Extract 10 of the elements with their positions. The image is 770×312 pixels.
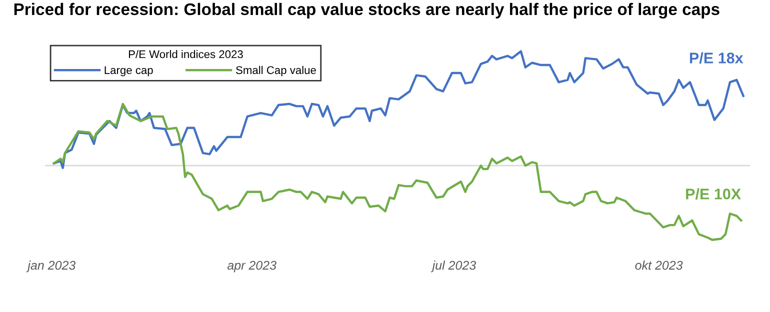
legend-title: P/E World indices 2023 [128, 50, 243, 58]
annotation: P/E 18x [690, 52, 744, 64]
legend-label: Small Cap value [236, 66, 316, 76]
x-tick-label: okt 2023 [635, 260, 683, 270]
x-tick-label: jan 2023 [26, 260, 76, 272]
x-tick-label: apr 2023 [227, 260, 276, 272]
legend-label: Large cap [104, 66, 153, 76]
chart-title: Priced for recession: Global small cap value stocks are nearly half the price of large caps [14, 2, 720, 19]
annotation: P/E 10X [686, 188, 741, 200]
x-tick-label: jul 2023 [430, 260, 476, 272]
